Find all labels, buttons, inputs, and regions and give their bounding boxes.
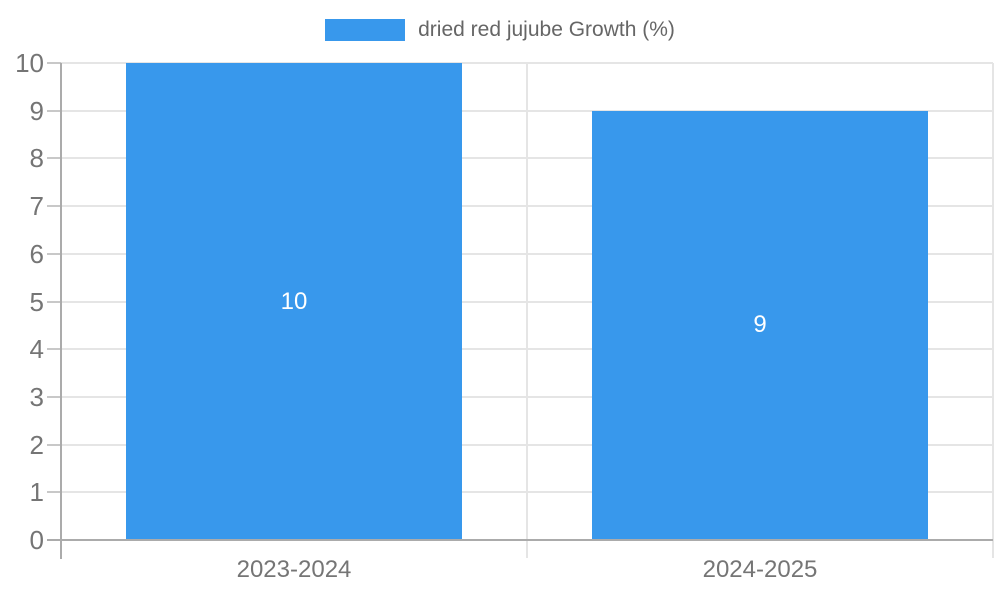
gridline-x-boundary <box>526 63 528 558</box>
bar-value-label: 9 <box>753 311 767 339</box>
bar-value-label: 10 <box>280 287 308 315</box>
y-tick-mark-7 <box>47 205 61 208</box>
y-tick-mark-0 <box>47 539 61 541</box>
y-tick-label-2: 2 <box>29 429 44 460</box>
y-tick-mark-9 <box>47 109 61 112</box>
y-tick-label-3: 3 <box>29 381 44 412</box>
y-axis-line <box>60 63 62 559</box>
legend-label: dried red jujube Growth (%) <box>418 18 675 41</box>
y-tick-mark-4 <box>47 348 61 351</box>
plot-area: 10 9 <box>60 62 994 559</box>
y-tick-mark-8 <box>47 157 61 160</box>
y-tick-mark-10 <box>47 62 61 64</box>
x-tick-label-2024-2025: 2024-2025 <box>702 556 818 583</box>
x-axis: 2023-2024 2024-2025 <box>61 540 993 600</box>
y-tick-label-10: 10 <box>15 48 44 78</box>
y-tick-mark-1 <box>47 491 61 494</box>
y-tick-mark-2 <box>47 443 61 446</box>
y-tick-label-9: 9 <box>29 95 44 126</box>
x-tick-label-2023-2024: 2023-2024 <box>236 556 352 583</box>
y-axis: 0 1 2 3 4 5 6 7 8 9 10 <box>0 50 61 553</box>
gridline-x-boundary <box>992 63 994 558</box>
legend: dried red jujube Growth (%) <box>0 17 1000 43</box>
y-tick-label-1: 1 <box>29 477 44 508</box>
y-tick-label-4: 4 <box>29 334 44 365</box>
bar-2023-2024: 10 <box>126 63 462 540</box>
y-tick-label-6: 6 <box>29 238 44 269</box>
y-tick-label-0: 0 <box>29 525 44 555</box>
y-tick-mark-5 <box>47 300 61 303</box>
x-axis-line <box>61 539 993 541</box>
y-tick-mark-6 <box>47 252 61 255</box>
bar-2024-2025: 9 <box>592 110 928 540</box>
y-tick-mark-3 <box>47 395 61 398</box>
y-tick-label-5: 5 <box>29 286 44 317</box>
legend-swatch <box>325 19 406 41</box>
y-tick-label-7: 7 <box>29 191 44 222</box>
y-tick-label-8: 8 <box>29 143 44 174</box>
